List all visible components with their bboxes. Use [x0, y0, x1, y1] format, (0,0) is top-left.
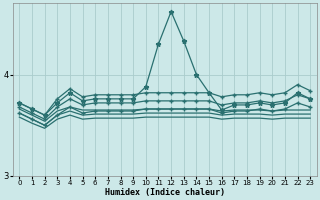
X-axis label: Humidex (Indice chaleur): Humidex (Indice chaleur): [105, 188, 225, 197]
